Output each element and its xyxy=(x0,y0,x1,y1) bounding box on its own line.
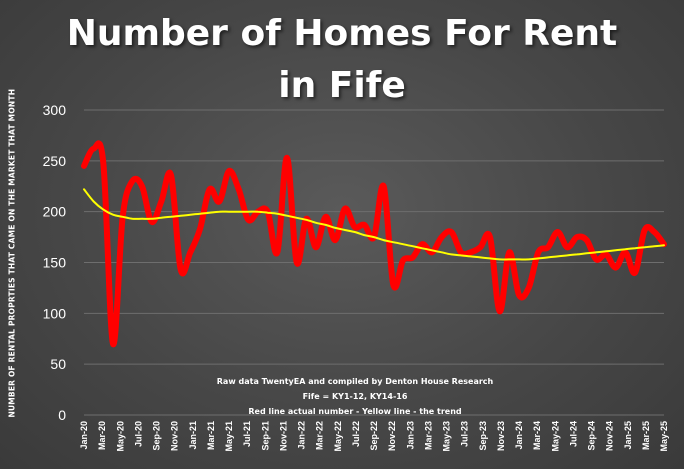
series-lines xyxy=(81,140,667,347)
x-tick-label: Sep-21 xyxy=(260,421,270,451)
x-tick-label: Sep-20 xyxy=(152,421,162,451)
x-tick-label: Nov-23 xyxy=(496,421,506,451)
x-tick-label: Jul-22 xyxy=(351,421,361,447)
x-tick-label: Mar-21 xyxy=(206,421,216,450)
y-tick-label: 250 xyxy=(43,153,67,169)
x-tick-label: May-23 xyxy=(442,421,452,452)
y-tick-label: 50 xyxy=(50,356,66,372)
x-tick-label: Jan-23 xyxy=(405,421,415,450)
chart-title-line2: in Fife xyxy=(278,65,406,106)
x-tick-label: Jul-23 xyxy=(460,421,470,447)
x-tick-label: Jan-24 xyxy=(514,421,524,450)
x-tick-label: Jan-25 xyxy=(623,421,633,450)
x-tick-label: Sep-23 xyxy=(478,421,488,451)
region-note: Fife = KY1-12, KY14-16 xyxy=(302,392,408,401)
x-tick-label: Mar-22 xyxy=(315,421,325,450)
x-tick-label: May-25 xyxy=(659,421,669,452)
y-tick-label: 200 xyxy=(43,204,67,220)
x-tick-label: Nov-24 xyxy=(605,421,615,451)
x-tick-label: May-22 xyxy=(333,421,343,452)
x-tick-label: May-20 xyxy=(115,421,125,452)
x-tick-label: Nov-20 xyxy=(170,421,180,451)
x-tick-label: May-21 xyxy=(224,421,234,452)
x-tick-label: Mar-24 xyxy=(532,421,542,450)
x-tick-label: Jul-20 xyxy=(133,421,143,447)
y-tick-label: 100 xyxy=(43,305,67,321)
x-tick-label: Jan-20 xyxy=(79,421,89,450)
source-note: Raw data TwentyEA and compiled by Denton… xyxy=(216,377,494,386)
y-tick-labels: 0 50 100 150 200 250 300 xyxy=(43,102,67,423)
x-tick-label: Jan-21 xyxy=(188,421,198,450)
x-tick-labels: Jan-20 Mar-20 May-20 Jul-20 Sep-20 Nov-20 Jan-… xyxy=(79,421,669,452)
x-tick-label: Mar-20 xyxy=(97,421,107,450)
x-tick-label: Mar-25 xyxy=(641,421,651,450)
x-tick-label: Nov-21 xyxy=(278,421,288,451)
x-tick-label: Jul-21 xyxy=(242,421,252,447)
x-tick-label: Jan-22 xyxy=(297,421,307,450)
gridlines xyxy=(84,109,664,416)
legend-note: Red line actual number - Yellow line - t… xyxy=(248,407,462,416)
y-tick-label: 300 xyxy=(43,102,67,118)
series-trend-line xyxy=(83,188,665,261)
x-tick-label: Nov-22 xyxy=(387,421,397,451)
x-tick-label: May-24 xyxy=(550,421,560,452)
y-tick-label: 150 xyxy=(43,255,67,271)
chart-title-line1: Number of Homes For Rent xyxy=(66,13,618,54)
x-tick-label: Jul-24 xyxy=(568,421,578,447)
x-tick-label: Mar-23 xyxy=(423,421,433,450)
series-actual-line xyxy=(81,140,667,347)
x-tick-label: Sep-24 xyxy=(587,421,597,451)
x-tick-label: Sep-22 xyxy=(369,421,379,451)
y-tick-label: 0 xyxy=(58,407,66,423)
